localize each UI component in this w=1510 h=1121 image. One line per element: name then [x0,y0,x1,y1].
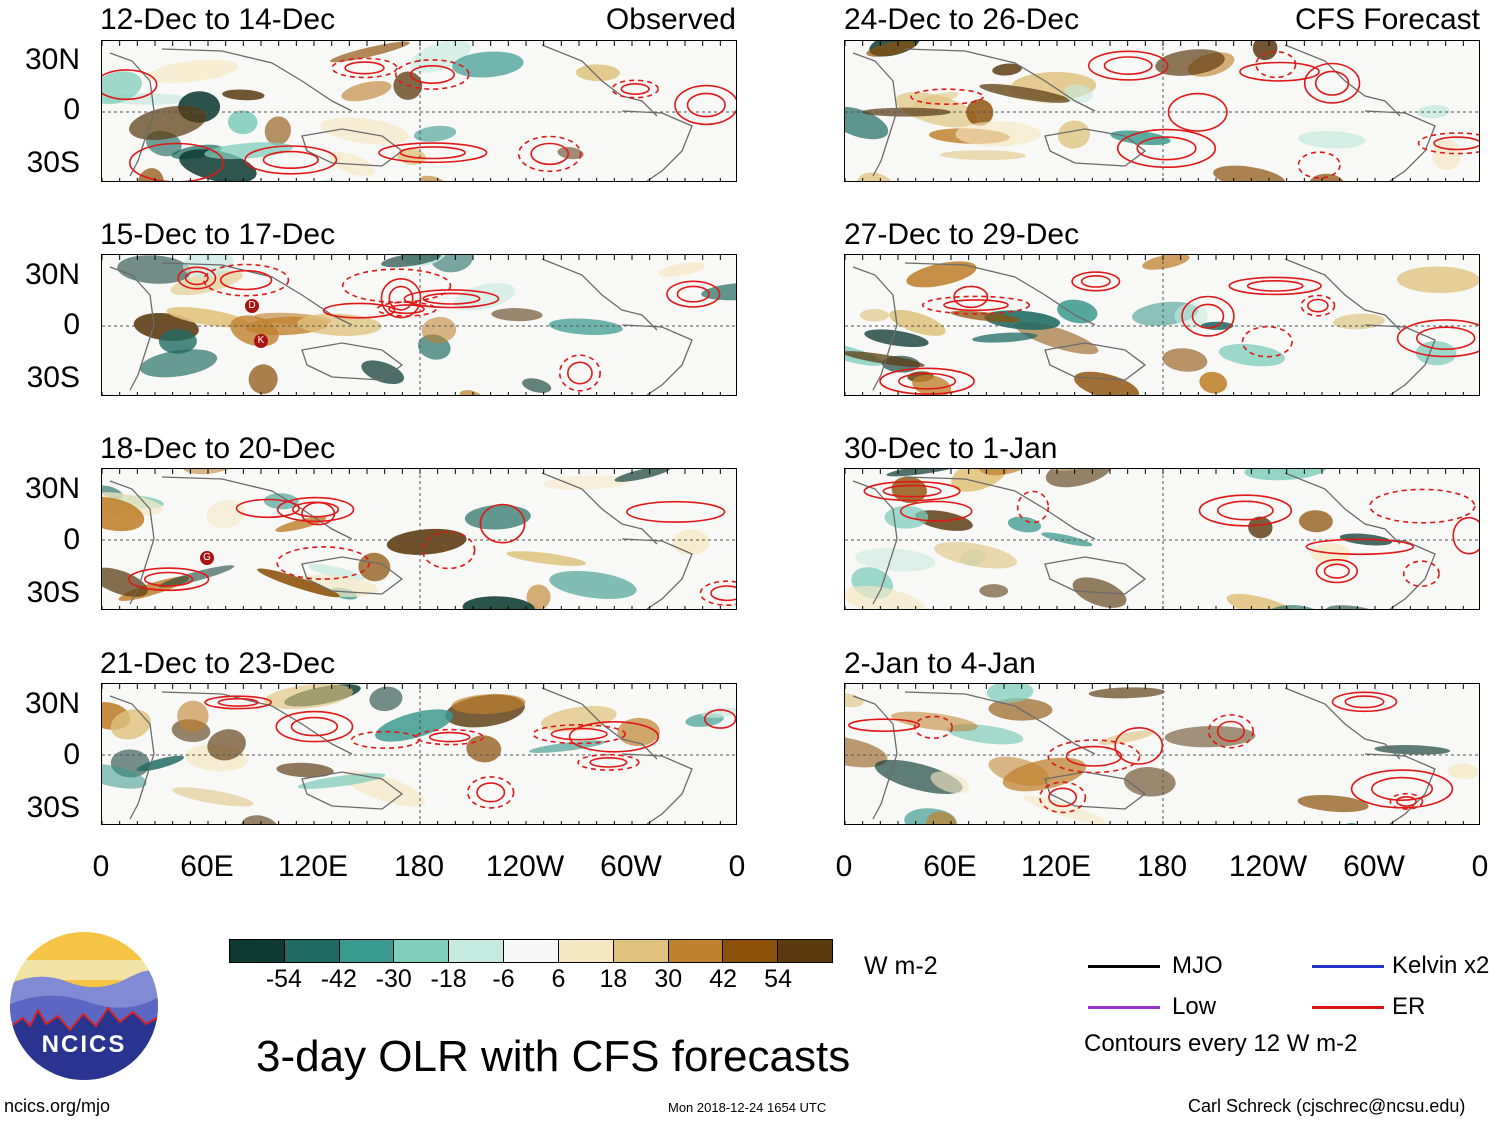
colorbar-tick-label: -18 [430,965,467,993]
lon-label-0: 0 [92,850,110,883]
map-panel-fc-4 [844,683,1480,825]
lat-label-30n: 30N [24,687,80,720]
colorbar-swatch [230,940,284,962]
lon-label-180: 180 [393,850,445,883]
legend-line-mjo [1088,965,1160,968]
colorbar-tick-label: 30 [654,965,683,993]
lon-label-0: 0 [835,850,853,883]
colorbar-swatch [612,940,668,962]
lon-label-60e: 60E [923,850,977,883]
colorbar-swatch [338,940,394,962]
ncics-logo: NCICS [8,930,160,1082]
colorbar-units: W m-2 [864,952,938,980]
lat-label-30n: 30N [24,258,80,291]
lon-label-60w: 60W [600,850,662,883]
lon-label-120e: 120E [277,850,349,883]
contour-note: Contours every 12 W m-2 [1084,1030,1358,1057]
colorbar-tick-label: 6 [551,965,566,993]
lon-label-120w: 120W [485,850,565,883]
panel-title-obs-3: 18-Dec to 20-Dec [100,432,336,465]
panel-label-observed: Observed [605,3,736,36]
colorbar-tick-label: -42 [320,965,357,993]
storm-marker-g: G [200,551,214,565]
map-panel-obs-3 [101,468,737,610]
colorbar-tick-label: -54 [265,965,302,993]
lat-label-eq: 0 [63,93,80,126]
panel-title-fc-4: 2-Jan to 4-Jan [844,647,1036,680]
map-panel-obs-4 [101,683,737,825]
legend-line-low [1088,1006,1160,1009]
lat-label-30s: 30S [26,146,80,179]
legend-label-kelvin: Kelvin x2 [1392,952,1490,979]
colorbar [229,939,833,963]
panel-title-fc-2: 27-Dec to 29-Dec [844,218,1080,251]
lon-label-120w: 120W [1228,850,1308,883]
colorbar-swatch [448,940,504,962]
panel-title-fc-1: 24-Dec to 26-Dec [844,3,1080,36]
footer-timestamp: Mon 2018-12-24 1654 UTC [668,1100,827,1115]
figure-title: 3-day OLR with CFS forecasts [256,1032,851,1081]
colorbar-tick-label: -30 [375,965,412,993]
lon-label-120e: 120E [1020,850,1092,883]
panel-title-obs-1: 12-Dec to 14-Dec [100,3,336,36]
lat-label-30s: 30S [26,791,80,824]
storm-marker-k: K [254,334,268,348]
colorbar-swatch [557,940,613,962]
lat-label-30n: 30N [24,43,80,76]
panel-label-forecast: CFS Forecast [1294,3,1480,36]
colorbar-tick-label: 54 [764,965,792,993]
lon-label-0-end: 0 [1471,850,1489,883]
colorbar-swatch [722,940,778,962]
lat-label-30s: 30S [26,361,80,394]
colorbar-swatch [667,940,723,962]
logo-text: NCICS [41,1031,127,1058]
legend-label-er: ER [1392,993,1426,1020]
lon-label-0-end: 0 [728,850,746,883]
colorbar-swatch [777,940,832,962]
colorbar-tick-label: 42 [709,965,738,993]
colorbar-swatch [503,940,558,962]
lat-label-eq: 0 [63,738,80,771]
lon-label-60w: 60W [1343,850,1405,883]
footer-credit: Carl Schreck (cjschrec@ncsu.edu) [1188,1096,1466,1116]
legend-label-low: Low [1172,993,1217,1020]
colorbar-swatch [393,940,449,962]
panel-title-obs-4: 21-Dec to 23-Dec [100,647,336,680]
colorbar-swatch [283,940,339,962]
panel-title-fc-3: 30-Dec to 1-Jan [844,432,1058,465]
map-panel-fc-2 [844,254,1480,396]
panel-title-obs-2: 15-Dec to 17-Dec [100,218,336,251]
lat-label-30n: 30N [24,472,80,505]
lat-label-eq: 0 [63,523,80,556]
map-panel-obs-2 [101,254,737,396]
lat-label-30s: 30S [26,576,80,609]
lat-label-eq: 0 [63,308,80,341]
lon-label-180: 180 [1136,850,1188,883]
map-panel-fc-1 [844,40,1480,182]
colorbar-tick-label: -6 [492,965,515,993]
legend-label-mjo: MJO [1172,952,1223,979]
legend-line-er [1312,1006,1384,1009]
map-panel-fc-3 [844,468,1480,610]
footer-url: ncics.org/mjo [4,1096,111,1116]
map-panel-obs-1 [101,40,737,182]
colorbar-tick-label: 18 [599,965,628,993]
storm-marker-d: D [245,299,259,313]
lon-label-60e: 60E [180,850,234,883]
legend-line-kelvin [1312,965,1384,968]
